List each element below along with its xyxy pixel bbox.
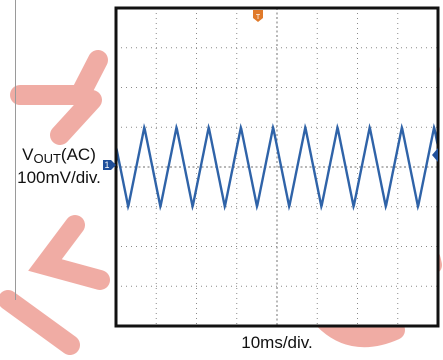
- y-axis-label-subscript: OUT: [33, 151, 61, 166]
- series-trace: [114, 122, 440, 212]
- x-axis-label: 10ms/div.: [241, 333, 313, 352]
- left-divider-line: [15, 0, 16, 300]
- trigger-marker-label: T: [256, 14, 261, 21]
- channel-marker-label: 1: [104, 160, 109, 170]
- y-axis-label-suffix: (AC): [60, 145, 96, 164]
- y-axis-label-prefix: V: [22, 145, 34, 164]
- grid: [116, 8, 438, 326]
- screen-frame: [114, 6, 440, 328]
- y-axis-label: VOUT(AC) 100mV/div.: [3, 145, 115, 187]
- y-axis-scale: 100mV/div.: [17, 168, 101, 187]
- trigger-marker: T: [253, 10, 263, 22]
- channel-marker: 1: [103, 160, 116, 170]
- right-level-marker: [432, 148, 438, 162]
